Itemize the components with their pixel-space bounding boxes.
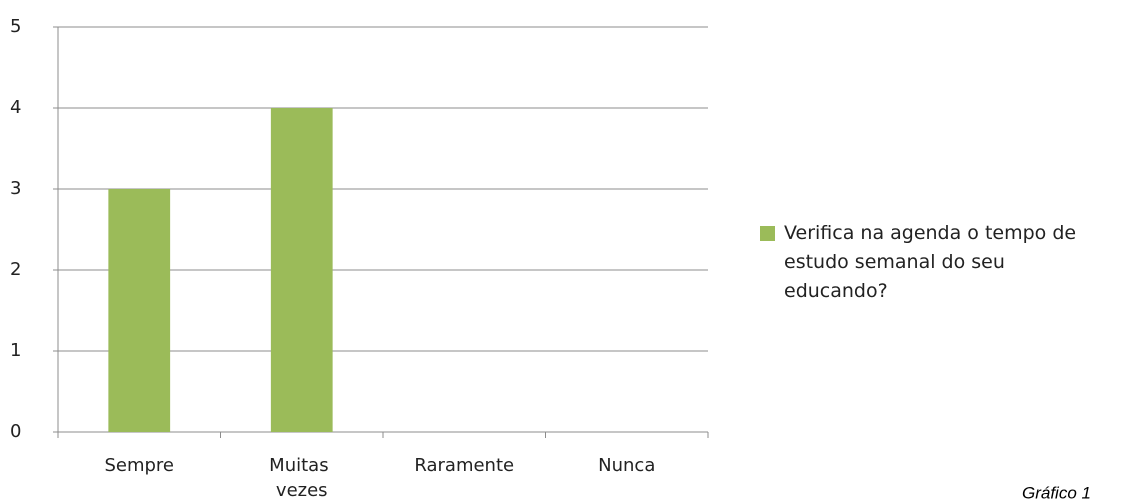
y-tick-label: 0 bbox=[10, 421, 21, 442]
y-tick-label: 1 bbox=[10, 340, 21, 361]
x-tick-label: Muitas vezes bbox=[269, 455, 334, 501]
annotation: Gráfico 1 bbox=[1022, 483, 1091, 502]
y-tick-label: 2 bbox=[10, 259, 21, 280]
legend-swatch bbox=[760, 226, 775, 241]
bar bbox=[108, 189, 171, 432]
x-tick-label: Nunca bbox=[598, 455, 655, 476]
y-tick-label: 5 bbox=[10, 16, 21, 37]
y-tick-label: 3 bbox=[10, 178, 21, 199]
legend-label: Verifica na agenda o tempo de estudo sem… bbox=[784, 222, 1082, 302]
x-tick-label: Sempre bbox=[104, 455, 174, 476]
bar bbox=[270, 108, 333, 432]
y-tick-label: 4 bbox=[10, 97, 21, 118]
x-tick-label: Raramente bbox=[414, 455, 514, 476]
